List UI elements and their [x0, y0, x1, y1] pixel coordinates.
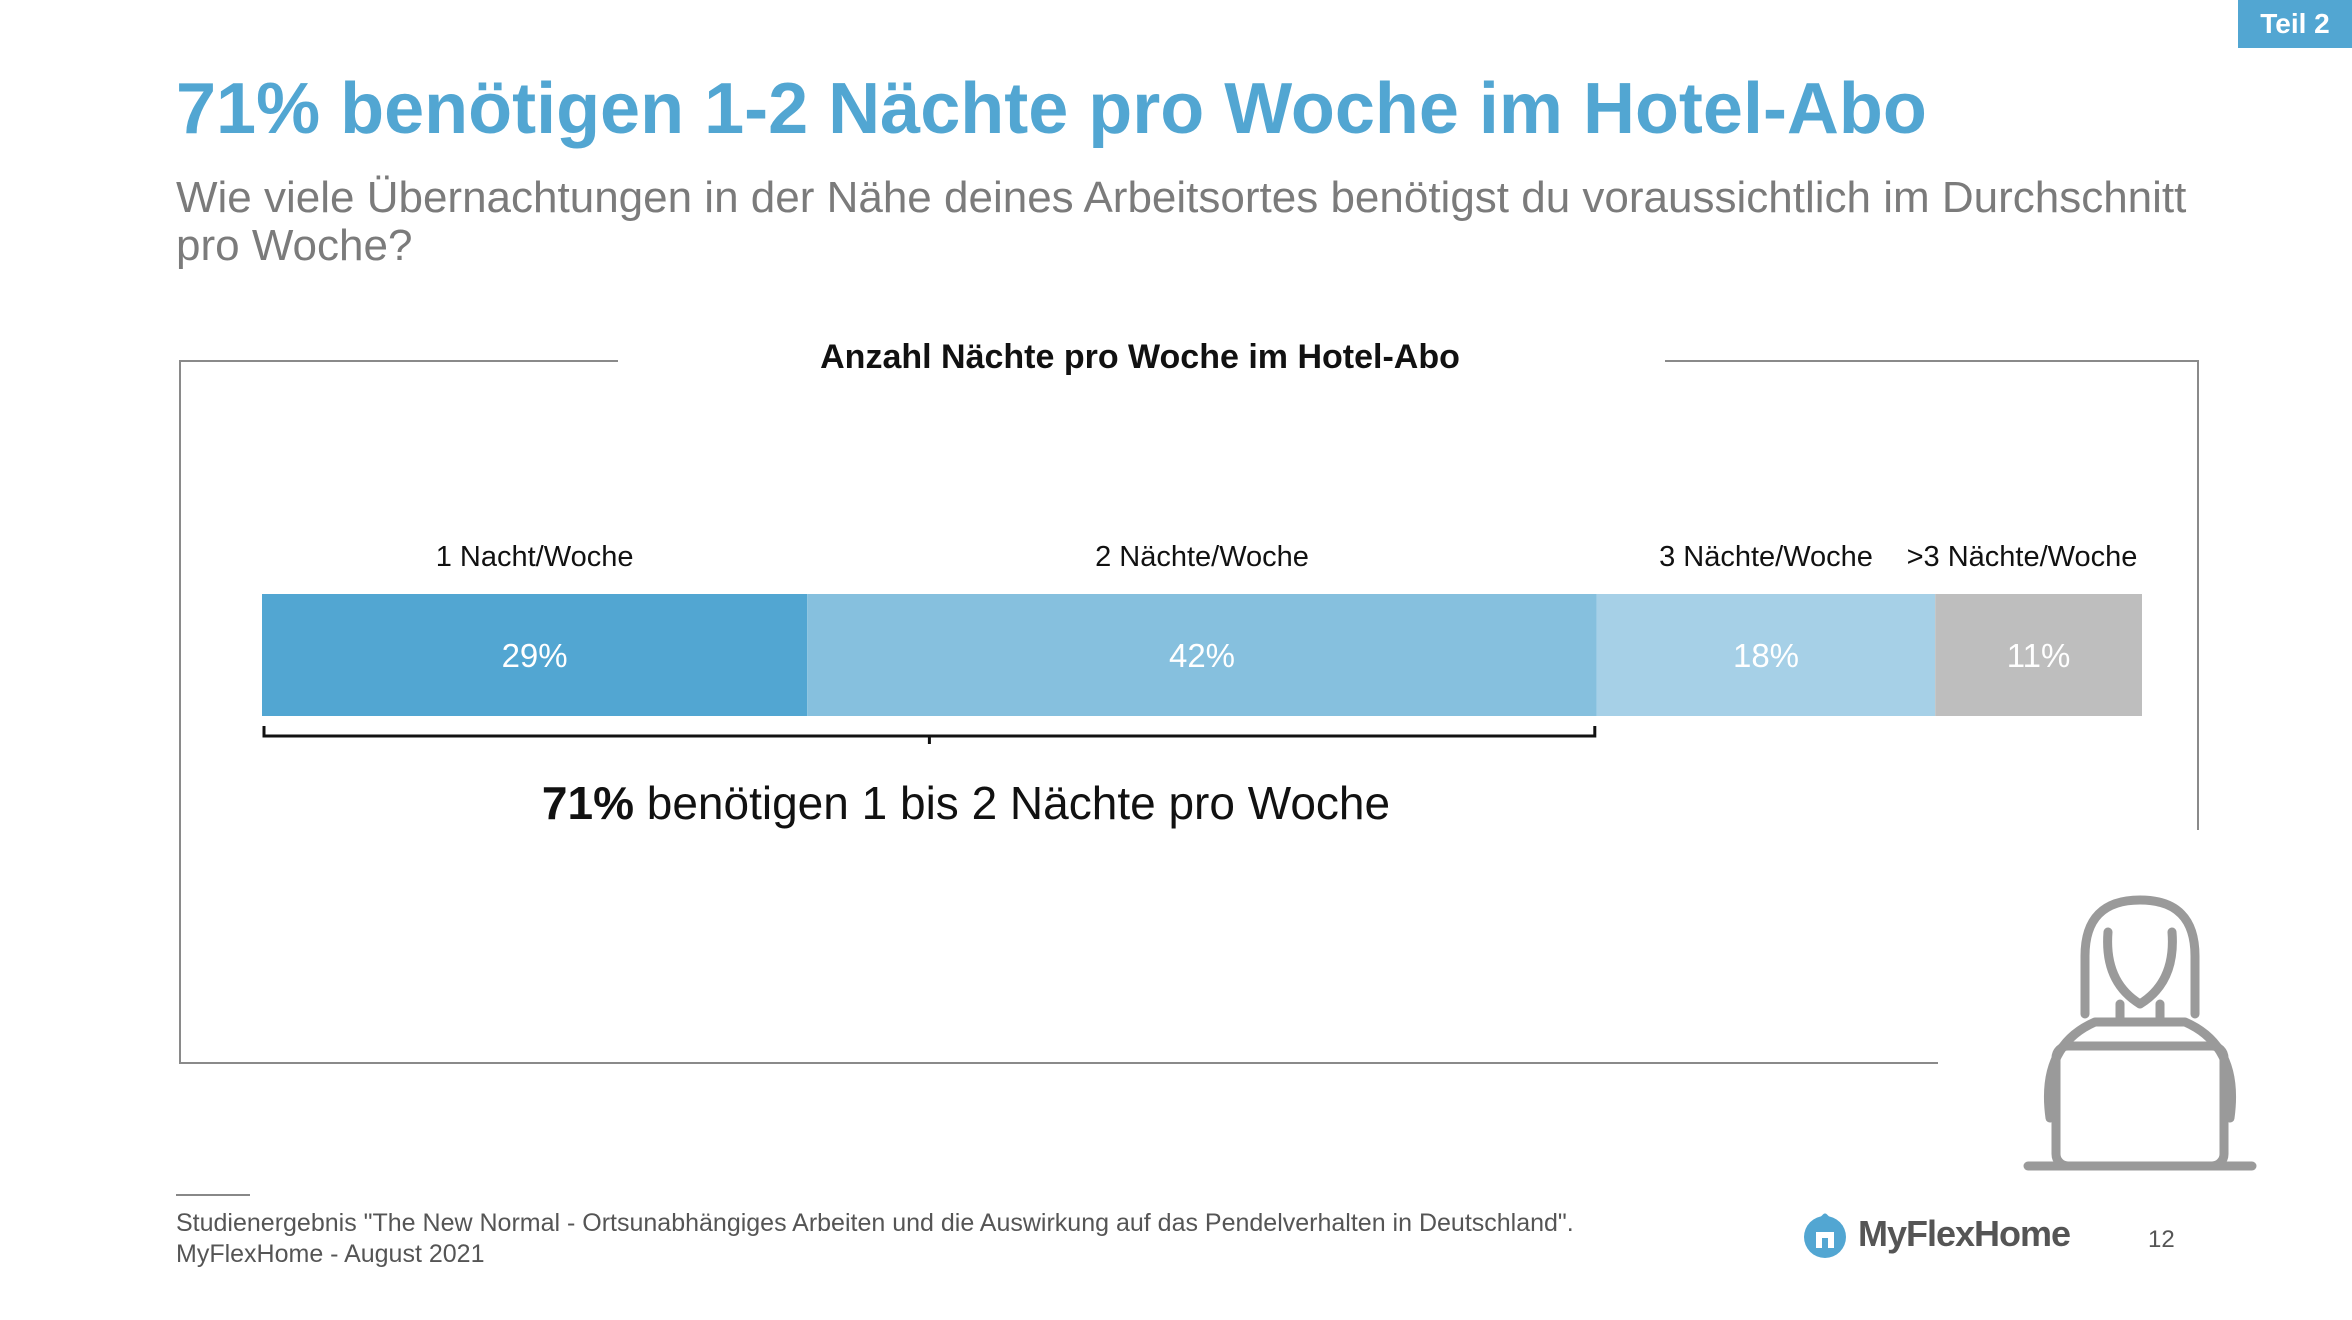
page-title: 71% benötigen 1-2 Nächte pro Woche im Ho…	[176, 69, 1927, 149]
value-label-3: 18%	[1733, 637, 1799, 674]
category-label-1: 1 Nacht/Woche	[436, 541, 634, 573]
stacked-bar-chart: 29% 1 Nacht/Woche 42% 2 Nächte/Woche 18% 3 Nä…	[262, 541, 2142, 744]
bar-segment-4	[1935, 594, 2142, 716]
logo-text: MyFlexHome	[1858, 1213, 2071, 1254]
summary-text: benötigen 1 bis 2 Nächte pro Woche	[633, 777, 1391, 829]
myflexhome-logo: MyFlexHome	[1800, 1210, 2071, 1258]
value-label-2: 42%	[1169, 637, 1235, 674]
value-label-1: 29%	[502, 637, 568, 674]
page-number: 12	[2148, 1226, 2175, 1253]
page-subtitle: Wie viele Übernachtungen in der Nähe dei…	[176, 173, 2187, 270]
frame-left-bottom-line	[179, 360, 1938, 1064]
footer-source: Studienergebnis "The New Normal - Ortsun…	[176, 1208, 1776, 1270]
footer-divider	[176, 1194, 250, 1196]
source-line-2: MyFlexHome - August 2021	[176, 1240, 485, 1268]
part-badge: Teil 2	[2238, 0, 2352, 48]
category-label-3: 3 Nächte/Woche	[1659, 541, 1873, 573]
summary-bracket	[262, 726, 1597, 744]
person-laptop-icon	[2023, 895, 2257, 1171]
source-line-1: Studienergebnis "The New Normal - Ortsun…	[176, 1209, 1574, 1237]
frame-right-line	[1665, 360, 2199, 830]
bar-segment-3	[1596, 594, 1936, 716]
category-label-2: 2 Nächte/Woche	[1095, 541, 1309, 573]
chart-title: Anzahl Nächte pro Woche im Hotel-Abo	[820, 338, 1460, 376]
value-label-4: 11%	[2007, 637, 2071, 674]
summary-annotation: 71% benötigen 1 bis 2 Nächte pro Woche	[450, 776, 1482, 830]
bar-segment-1	[262, 594, 808, 716]
house-icon	[1804, 1213, 1846, 1258]
category-label-4: >3 Nächte/Woche	[1907, 541, 2138, 573]
summary-percent: 71%	[541, 777, 634, 829]
bar-segment-2	[807, 594, 1597, 716]
